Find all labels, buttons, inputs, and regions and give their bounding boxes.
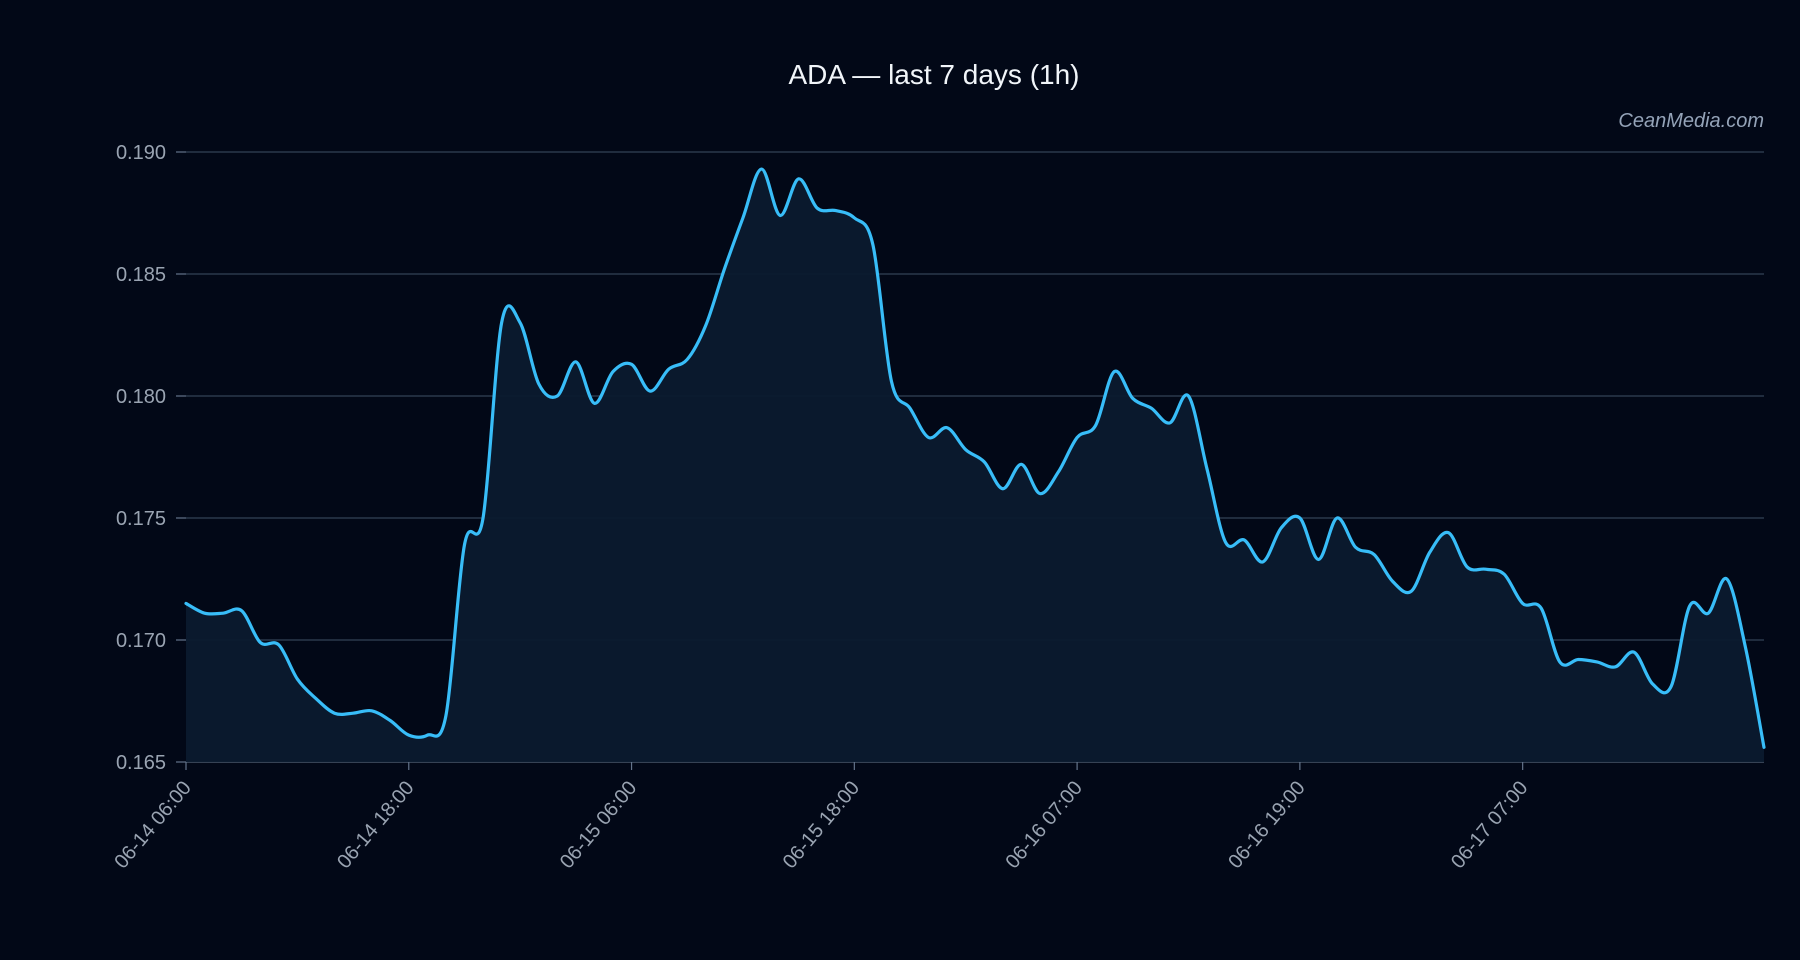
x-tick-label: 06-14 06:00 <box>110 777 195 873</box>
x-tick-label: 06-16 19:00 <box>1224 777 1309 873</box>
x-tick-label: 06-15 06:00 <box>556 777 641 873</box>
y-axis: 0.165 0.170 0.175 0.180 0.185 0.190 <box>116 142 186 774</box>
area-fill <box>186 169 1764 763</box>
price-line <box>184 167 1766 749</box>
x-tick-label: 06-14 18:00 <box>333 777 418 873</box>
y-tick-label: 0.185 <box>116 264 166 286</box>
x-tick-label: 06-16 07:00 <box>1001 777 1086 873</box>
chart-title: ADA — last 7 days (1h) <box>788 59 1079 90</box>
x-axis: 06-14 06:00 06-14 18:00 06-15 06:00 06-15 1… <box>110 762 1532 873</box>
y-tick-label: 0.180 <box>116 386 166 408</box>
x-tick-label: 06-17 07:00 <box>1447 777 1532 873</box>
y-tick-label: 0.175 <box>116 508 166 530</box>
x-tick-label: 06-15 18:00 <box>779 777 864 873</box>
y-tick-label: 0.165 <box>116 752 166 774</box>
y-tick-label: 0.190 <box>116 142 166 164</box>
watermark-text: CeanMedia.com <box>1618 110 1764 132</box>
y-tick-label: 0.170 <box>116 630 166 652</box>
plot-area <box>184 167 1766 763</box>
